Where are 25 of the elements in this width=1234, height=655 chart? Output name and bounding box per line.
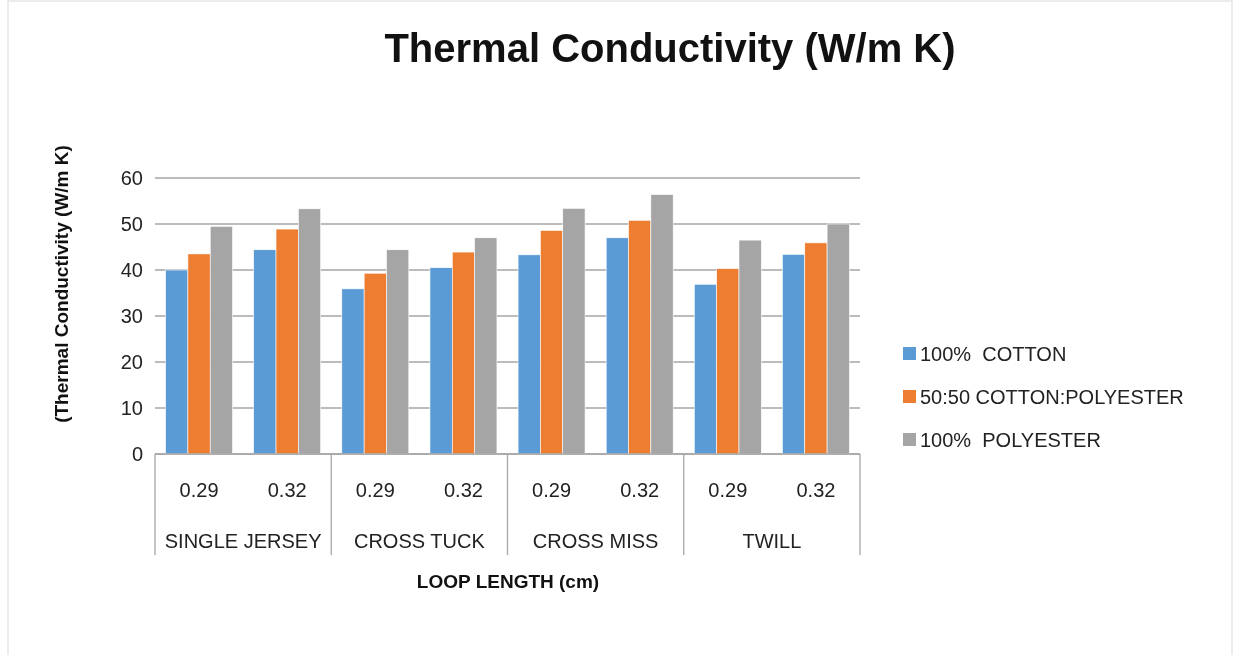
- y-tick-label: 50: [120, 212, 143, 235]
- x-tick-label: 0.32: [796, 479, 836, 501]
- y-tick-label: 10: [120, 396, 143, 419]
- y-tick-label: 30: [120, 304, 143, 327]
- x-tick-label: 0.32: [267, 479, 307, 501]
- x-tick-label: 0.29: [355, 479, 395, 501]
- legend-label: 100% POLYESTER: [920, 429, 1101, 451]
- y-tick-label: 20: [120, 350, 143, 373]
- text: TWILL: [742, 530, 802, 552]
- legend-label: 100% COTTON: [920, 343, 1067, 365]
- text: CROSS TUCK: [353, 530, 486, 552]
- text: SINGLE JERSEY: [164, 530, 322, 552]
- y-tick-label: 0: [131, 442, 143, 465]
- x-tick-label: 0.29: [179, 479, 219, 501]
- y-axis-title: (Thermal Conductivity (W/m K): [51, 145, 72, 423]
- y-tick-label: 40: [120, 258, 143, 281]
- x-tick-label: 0.32: [443, 479, 483, 501]
- text: CROSS MISS: [532, 530, 659, 552]
- x-tick-label: 0.32: [620, 479, 660, 501]
- chart-title: Thermal Conductivity (W/m K): [384, 26, 956, 70]
- x-tick-label: 0.29: [708, 479, 748, 501]
- x-axis-title: LOOP LENGTH (cm): [416, 571, 600, 592]
- legend-label: 50:50 COTTON:POLYESTER: [920, 386, 1184, 408]
- y-tick-label: 60: [120, 166, 143, 189]
- x-tick-label: 0.29: [532, 479, 572, 501]
